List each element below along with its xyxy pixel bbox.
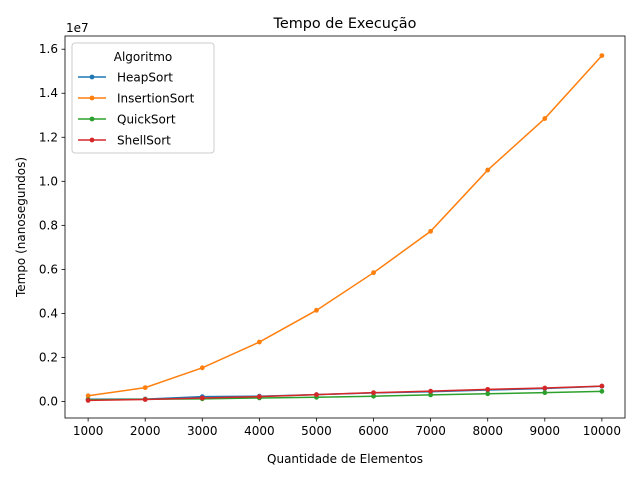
legend-label: QuickSort: [117, 113, 176, 127]
y-tick-label: 0.0: [39, 394, 58, 408]
data-point-quicksort: [599, 388, 605, 394]
x-tick-label: 9000: [530, 424, 561, 438]
series-layer: [85, 53, 605, 403]
data-point-insertionsort: [199, 365, 205, 371]
data-point-insertionsort: [542, 116, 548, 121]
legend-swatch-marker: [89, 137, 95, 143]
y-tick-label: 1.4: [39, 86, 58, 100]
x-tick-label: 8000: [472, 424, 503, 438]
y-axis-label: Tempo (nanosegundos): [14, 157, 28, 298]
series-insertionsort: [85, 53, 605, 399]
x-axis-ticks: 1000 2000 3000 4000 5000 6000 7000 8000 9000 1000…: [73, 418, 621, 438]
y-tick-label: 1.6: [39, 42, 58, 56]
data-point-shellsort: [542, 385, 548, 391]
data-point-shellsort: [142, 397, 148, 402]
series-shellsort: [85, 383, 605, 403]
data-point-insertionsort: [599, 53, 605, 58]
x-tick-label: 7000: [415, 424, 446, 438]
y-tick-label: 0.8: [39, 218, 58, 232]
data-point-insertionsort: [485, 167, 491, 173]
x-tick-label: 1000: [73, 424, 104, 438]
legend-swatch-marker: [89, 74, 95, 80]
x-tick-label: 10000: [583, 424, 621, 438]
data-point-shellsort: [199, 395, 205, 401]
y-offset-text: 1e7: [66, 21, 89, 35]
legend-item-quicksort: QuickSort: [78, 113, 176, 127]
data-point-insertionsort: [142, 385, 148, 391]
series-line-shellsort: [88, 385, 602, 402]
data-point-shellsort: [314, 392, 319, 398]
legend-swatch-marker: [89, 95, 95, 101]
data-point-insertionsort: [256, 339, 262, 345]
data-point-shellsort: [599, 383, 605, 389]
series-line-insertionsort: [88, 55, 603, 397]
y-tick-label: 0.6: [39, 262, 58, 276]
legend-label: HeapSort: [117, 71, 173, 85]
data-point-shellsort: [428, 388, 434, 394]
data-point-quicksort: [428, 392, 434, 398]
data-point-insertionsort: [428, 228, 434, 234]
data-point-shellsort: [371, 390, 376, 396]
chart-title: Tempo de Execução: [273, 16, 417, 32]
y-tick-label: 1.0: [39, 174, 58, 188]
legend-entries: HeapSort InsertionSort QuickSort ShellSort: [78, 71, 195, 148]
data-point-quicksort: [542, 390, 548, 396]
x-axis-label: Quantidade de Elementos: [267, 452, 423, 466]
legend: Algoritmo HeapSort InsertionSort QuickSort…: [71, 42, 215, 154]
y-tick-label: 0.4: [39, 306, 58, 320]
data-point-insertionsort: [371, 270, 376, 276]
data-point-shellsort: [85, 397, 91, 403]
y-axis-ticks: 0.0 0.2 0.4 0.6 0.8 1.0 1.2 1.4 1.6: [39, 42, 65, 408]
x-tick-label: 2000: [130, 424, 161, 438]
data-point-shellsort: [485, 386, 491, 392]
y-tick-label: 0.2: [39, 350, 58, 364]
legend-item-insertionsort: InsertionSort: [78, 92, 195, 106]
data-point-quicksort: [371, 393, 376, 399]
legend-item-shellsort: ShellSort: [78, 134, 171, 148]
legend-box: [71, 42, 215, 154]
legend-item-heapsort: HeapSort: [78, 71, 173, 85]
plot-frame: [64, 35, 626, 419]
x-tick-label: 5000: [301, 424, 332, 438]
legend-swatch-marker: [89, 116, 95, 122]
data-point-insertionsort: [85, 393, 91, 399]
x-tick-label: 4000: [244, 424, 275, 438]
data-point-shellsort: [256, 394, 262, 400]
y-tick-label: 1.2: [39, 130, 58, 144]
x-tick-label: 6000: [358, 424, 389, 438]
legend-label: ShellSort: [117, 134, 171, 148]
legend-title: Algoritmo: [114, 50, 173, 64]
legend-label: InsertionSort: [117, 92, 195, 106]
x-tick-label: 3000: [187, 424, 218, 438]
data-point-quicksort: [485, 391, 491, 397]
data-point-insertionsort: [314, 307, 319, 313]
